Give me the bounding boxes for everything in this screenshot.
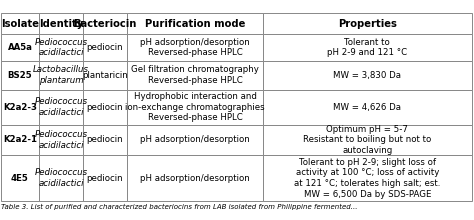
Text: Purification mode: Purification mode	[145, 19, 245, 29]
Bar	[127, 155, 263, 201]
Text: pediocin: pediocin	[87, 136, 123, 145]
Bar	[83, 34, 127, 61]
Bar	[263, 34, 472, 61]
Bar	[263, 125, 472, 155]
Text: Hydrophobic interaction and
ion-exchange chromatographies
Reversed-phase HPLC: Hydrophobic interaction and ion-exchange…	[125, 92, 265, 122]
Bar	[263, 90, 472, 125]
Text: plantaricin: plantaricin	[82, 71, 128, 80]
Bar	[1, 61, 39, 90]
Text: Isolate: Isolate	[1, 19, 39, 29]
Bar	[1, 90, 39, 125]
Bar	[39, 90, 83, 125]
Bar	[83, 13, 127, 34]
Text: pH adsorption/desorption: pH adsorption/desorption	[140, 174, 250, 183]
Text: K2a2-3: K2a2-3	[3, 103, 37, 112]
Bar	[39, 125, 83, 155]
Text: BS25: BS25	[8, 71, 32, 80]
Bar	[127, 90, 263, 125]
Bar	[39, 155, 83, 201]
Bar	[83, 125, 127, 155]
Text: Bacteriocin: Bacteriocin	[73, 19, 137, 29]
Bar	[263, 61, 472, 90]
Text: pediocin: pediocin	[87, 174, 123, 183]
Bar	[127, 61, 263, 90]
Text: Pediococcus
acidilactici: Pediococcus acidilactici	[34, 97, 88, 117]
Bar	[83, 90, 127, 125]
Bar	[39, 61, 83, 90]
Text: pH adsorption/desorption: pH adsorption/desorption	[140, 136, 250, 145]
Text: pH adsorption/desorption
Reversed-phase HPLC: pH adsorption/desorption Reversed-phase …	[140, 38, 250, 57]
Bar	[39, 34, 83, 61]
Bar	[263, 155, 472, 201]
Text: Table 3. List of purified and characterized bacteriocins from LAB isolated from : Table 3. List of purified and characteri…	[1, 204, 357, 210]
Bar	[83, 155, 127, 201]
Text: MW = 3,830 Da: MW = 3,830 Da	[333, 71, 401, 80]
Text: AA5a: AA5a	[8, 43, 32, 52]
Bar	[83, 61, 127, 90]
Text: Pediococcus
acidilactici: Pediococcus acidilactici	[34, 38, 88, 57]
Text: 4E5: 4E5	[11, 174, 29, 183]
Text: Pediococcus
acidilactici: Pediococcus acidilactici	[34, 130, 88, 150]
Bar	[1, 13, 39, 34]
Text: pediocin: pediocin	[87, 43, 123, 52]
Text: Identity: Identity	[39, 19, 83, 29]
Bar	[1, 155, 39, 201]
Bar	[1, 34, 39, 61]
Bar	[1, 125, 39, 155]
Text: Tolerant to pH 2-9; slight loss of
activity at 100 °C; loss of activity
at 121 °: Tolerant to pH 2-9; slight loss of activ…	[294, 158, 440, 199]
Text: Properties: Properties	[338, 19, 397, 29]
Text: K2a2-1: K2a2-1	[3, 136, 37, 145]
Text: MW = 4,626 Da: MW = 4,626 Da	[333, 103, 401, 112]
Text: Optimum pH = 5-7
Resistant to boiling but not to
autoclaving: Optimum pH = 5-7 Resistant to boiling bu…	[303, 125, 431, 155]
Bar	[263, 13, 472, 34]
Text: pediocin: pediocin	[87, 103, 123, 112]
Bar	[127, 125, 263, 155]
Text: Tolerant to
pH 2-9 and 121 °C: Tolerant to pH 2-9 and 121 °C	[327, 38, 408, 57]
Text: Gel filtration chromatography
Reversed-phase HPLC: Gel filtration chromatography Reversed-p…	[131, 65, 259, 85]
Text: Lactobacillus
plantarum: Lactobacillus plantarum	[33, 65, 89, 85]
Bar	[39, 13, 83, 34]
Bar	[127, 13, 263, 34]
Bar	[127, 34, 263, 61]
Text: Pediococcus
acidilactici: Pediococcus acidilactici	[34, 169, 88, 188]
